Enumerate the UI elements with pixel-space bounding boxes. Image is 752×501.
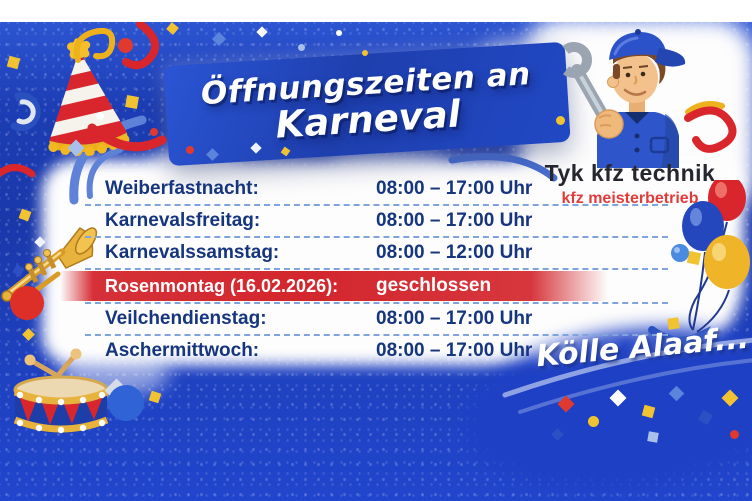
confetti-piece: [150, 128, 158, 136]
brand-name: Tyk kfz technik: [544, 160, 716, 186]
confetti-piece: [10, 286, 44, 320]
confetti-piece: [108, 385, 144, 421]
confetti-piece: [118, 38, 133, 53]
brand-tagline: kfz meisterbetrieb: [561, 190, 699, 207]
confetti-piece: [298, 44, 305, 51]
confetti-piece: [125, 95, 139, 109]
confetti-piece: [556, 116, 565, 125]
top-margin: [0, 0, 752, 22]
confetti-piece: [336, 30, 342, 36]
trumpet-icon: [1, 227, 98, 305]
confetti-piece: [362, 50, 368, 56]
mechanic-mascot-icon: [556, 29, 686, 168]
confetti-piece: [647, 431, 659, 443]
drum-icon: [13, 348, 109, 434]
confetti-piece: [588, 416, 599, 427]
balloons-icon: [671, 180, 750, 333]
confetti-piece: [96, 112, 104, 120]
confetti-piece: [730, 430, 739, 439]
page-title-line2: Karneval: [274, 92, 462, 147]
confetti-piece: [186, 146, 194, 154]
brand-block: Tyk kfz technik kfz meisterbetrieb: [528, 160, 732, 208]
